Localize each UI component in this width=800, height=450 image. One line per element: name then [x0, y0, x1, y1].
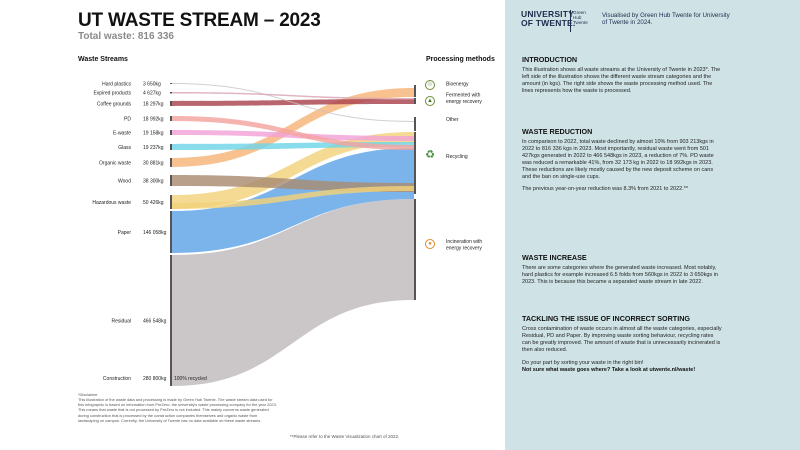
flow-residual: [172, 199, 414, 386]
node-paper: [170, 211, 172, 253]
method-node: [414, 117, 416, 131]
flow-hard-plastics: [172, 83, 414, 122]
disclaimer-text: This illustration of the waste data and …: [78, 397, 277, 423]
increase-title: WASTE INCREASE: [522, 253, 587, 262]
intro-title: INTRODUCTION: [522, 55, 578, 64]
reduction-text: In comparison to 2022, total waste decli…: [522, 139, 722, 199]
green-hub-logo-3: Twente: [573, 20, 588, 26]
stream-label: Organic waste: [99, 160, 131, 166]
stream-value: 4 627kg: [143, 91, 161, 97]
stream-note: 100% recycled: [174, 376, 207, 382]
stream-label: Wood: [118, 178, 131, 184]
node-coffee-grounds: [170, 101, 172, 106]
method-label: Incineration with: [446, 239, 482, 245]
increase-text: There are some categories where the gene…: [522, 265, 722, 292]
reduction-paragraph-2: The previous year-on-year reduction was …: [522, 186, 689, 193]
disclaimer: *Disclaimer This illustration of the was…: [78, 392, 278, 423]
stream-value: 19 158kg: [143, 130, 164, 136]
recycling-icon: ♻: [425, 149, 435, 161]
stream-label: Hard plastics: [102, 81, 131, 87]
node-e-waste: [170, 130, 172, 135]
stream-label: Hazardous waste: [92, 200, 131, 206]
stream-label: Expired products: [93, 91, 131, 97]
method-label: energy recovery: [446, 246, 482, 252]
flow-hazardous-waste: [172, 132, 414, 209]
stream-value: 18 992kg: [143, 116, 164, 122]
bioenergy-icon: ♲: [425, 80, 435, 90]
flow-expired-products: [172, 92, 414, 100]
intro-paragraph: This illustration shows all waste stream…: [522, 67, 721, 94]
node-glass: [170, 144, 172, 150]
reduction-title: WASTE REDUCTION: [522, 127, 593, 136]
sankey-nodes: [170, 83, 416, 386]
footnote: **Please refer to the Waste Visualizatio…: [290, 434, 400, 439]
node-expired-products: [170, 92, 172, 94]
stream-label: E-waste: [113, 130, 131, 136]
infographic-area: UT WASTE STREAM – 2023 Total waste: 816 …: [78, 10, 495, 439]
green-hub-logo: Green Hub Twente: [573, 10, 588, 26]
node-residual: [170, 255, 172, 386]
flow-pd: [172, 116, 414, 150]
sorting-title: TACKLING THE ISSUE OF INCORRECT SORTING: [522, 314, 690, 323]
method-label: Other: [446, 117, 459, 123]
flow-organic-waste: [172, 88, 414, 167]
sorting-paragraph-1: Cross contamination of waste occurs in a…: [522, 326, 722, 353]
total-waste-subtitle: Total waste: 816 336: [78, 31, 174, 42]
method-node: [414, 98, 416, 104]
stream-value: 19 237kg: [143, 145, 164, 151]
sankey-diagram: Hard plastics 3 650kg Expired products 4 62…: [92, 81, 482, 386]
stream-value: 3 650kg: [143, 81, 161, 87]
disclaimer-title: *Disclaimer: [78, 392, 98, 397]
sankey-labels: Hard plastics 3 650kg Expired products 4 62…: [92, 81, 482, 382]
stream-label: Coffee grounds: [97, 101, 132, 107]
waste-streams-header: Waste Streams: [78, 56, 128, 63]
logo-divider: [570, 10, 571, 32]
stream-label: Construction: [103, 376, 131, 382]
stream-value: 50 426kg: [143, 200, 164, 206]
sankey-flows: [172, 83, 414, 386]
flow-hazardous-waste: [172, 186, 414, 209]
stream-value: 18 297kg: [143, 101, 164, 107]
node-pd: [170, 116, 172, 121]
sorting-text: Cross contamination of waste occurs in a…: [522, 326, 722, 379]
stream-label: PD: [124, 116, 131, 122]
green-hub-logo-1: Green: [573, 10, 586, 15]
stream-value: 466 548kg: [143, 318, 167, 324]
intro-text: This illustration shows all waste stream…: [522, 67, 722, 101]
stream-value: 30 881kg: [143, 160, 164, 166]
node-wood: [170, 175, 172, 186]
university-logo: UNIVERSITY OF TWENTE.: [521, 10, 575, 28]
waste-cta: Not sure what waste goes where? Take a l…: [522, 366, 696, 373]
method-node: [414, 132, 416, 194]
reduction-paragraph-1: In comparison to 2022, total waste decli…: [522, 139, 714, 180]
method-label: Fermented with: [446, 93, 481, 99]
method-label: Recycling: [446, 154, 468, 160]
sorting-paragraph-2: Do your part by sorting your waste in th…: [522, 359, 644, 366]
logo-line-1: UNIVERSITY: [521, 9, 575, 19]
method-node: [414, 199, 416, 300]
stream-label: Residual: [112, 318, 131, 324]
method-label: Bioenergy: [446, 82, 469, 88]
node-hard-plastics: [170, 83, 172, 84]
logo-line-2: OF TWENTE.: [521, 18, 576, 28]
stream-value: 146 058kg: [143, 230, 167, 236]
flow-paper: [172, 148, 414, 253]
credit-text: Visualised by Green Hub Twente for Unive…: [602, 12, 730, 27]
stream-value: 280 800kg: [143, 376, 167, 382]
method-label: energy recovery: [446, 99, 482, 105]
page-title: UT WASTE STREAM – 2023: [78, 10, 321, 31]
node-hazardous-waste: [170, 195, 172, 209]
flow-wood: [172, 175, 414, 192]
processing-methods-header: Processing methods: [426, 56, 495, 63]
stream-label: Paper: [118, 230, 132, 236]
method-node: [414, 85, 416, 97]
increase-paragraph: There are some categories where the gene…: [522, 265, 718, 285]
stream-value: 38 300kg: [143, 178, 164, 184]
node-organic-waste: [170, 158, 172, 167]
incineration-icon: ●: [425, 239, 435, 249]
stream-label: Glass: [118, 145, 131, 151]
info-panel: UNIVERSITY OF TWENTE. Green Hub Twente V…: [505, 0, 800, 450]
green-hub-logo-2: Hub: [573, 15, 582, 21]
fermentation-icon: ▲: [425, 96, 435, 106]
